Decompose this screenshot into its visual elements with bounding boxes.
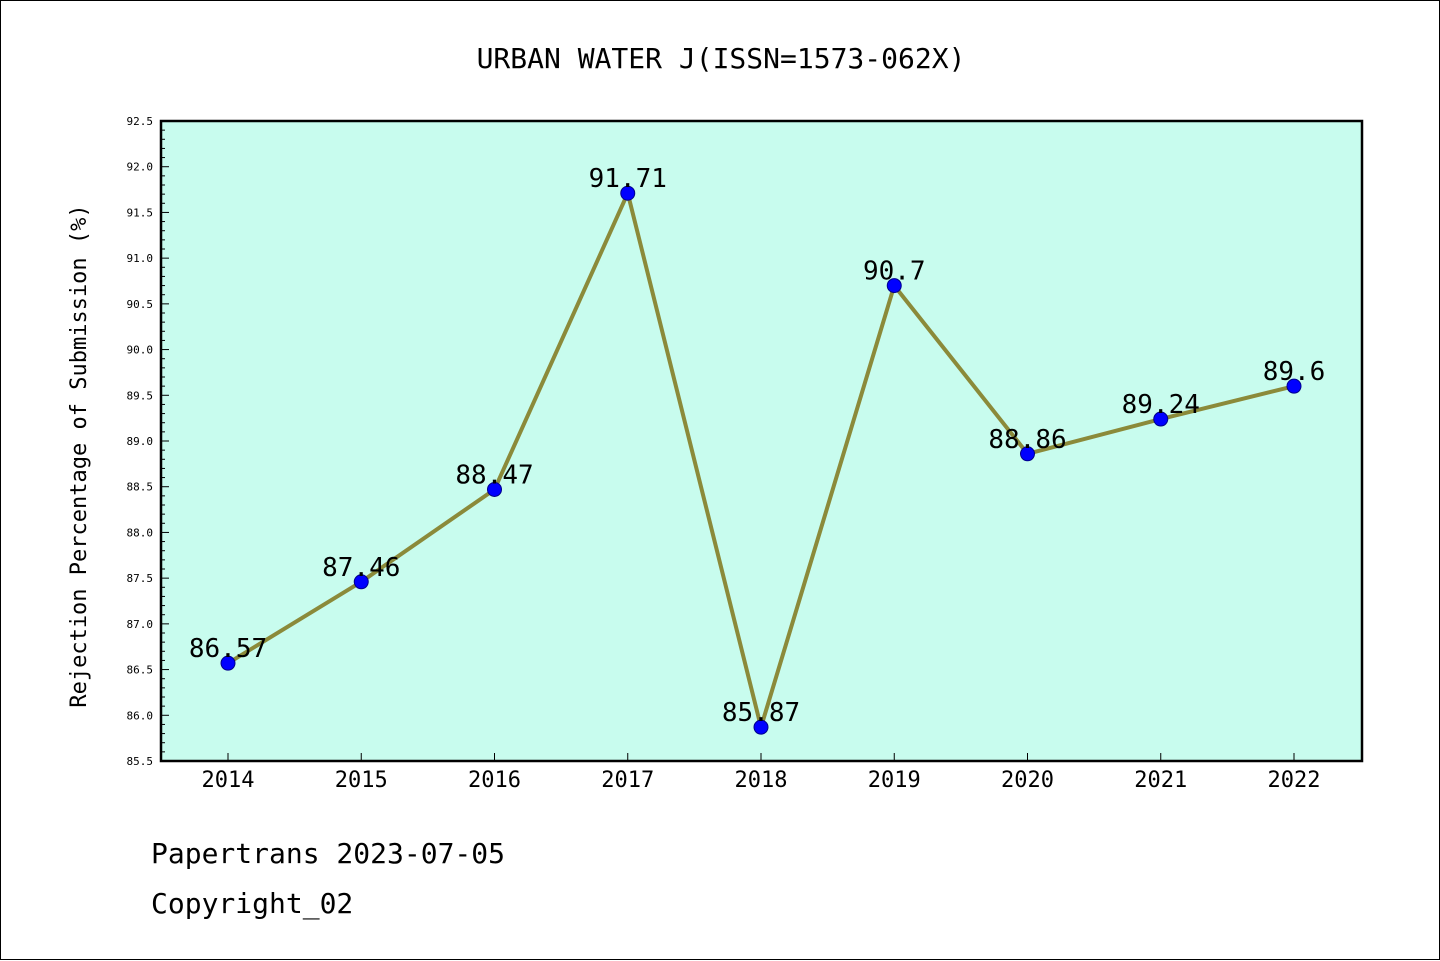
data-point (353, 574, 369, 590)
y-tick-label: 90.5 (127, 298, 154, 311)
data-label: 89.6 (1263, 357, 1326, 387)
data-label: 88.86 (988, 425, 1066, 455)
data-label: 85.87 (722, 698, 800, 728)
x-tick-label: 2017 (601, 768, 654, 793)
data-label: 89.24 (1122, 390, 1200, 420)
y-tick-label: 92.5 (127, 115, 154, 128)
data-point (487, 481, 502, 497)
chart-title: URBAN WATER J(ISSN=1573-062X) (477, 42, 966, 75)
data-point (220, 655, 236, 671)
x-tick-label: 2019 (868, 768, 921, 793)
y-tick-label: 88.0 (127, 526, 154, 539)
y-axis-label: Rejection Percentage of Submission (%) (67, 204, 92, 707)
data-labels: 86.57 87.46 88.47 91.71 85.87 90.7 88.86 89.24 8… (189, 164, 1325, 728)
data-point (1286, 378, 1302, 394)
data-label: 86.57 (189, 634, 267, 664)
x-tick-label: 2021 (1134, 768, 1187, 793)
x-tick-label: 2022 (1268, 768, 1321, 793)
y-tick-label: 87.5 (127, 572, 154, 585)
y-tick-label: 89.0 (127, 435, 154, 448)
data-point (620, 185, 636, 201)
footer-date: Papertrans 2023-07-05 (151, 837, 506, 870)
y-axis: 85.5 86.0 86.5 87.0 87.5 88.0 88.5 89.0 89.5 90.0… (127, 115, 169, 768)
data-label: 91.71 (589, 164, 667, 194)
plot-area (159, 119, 1364, 763)
data-label: 87.46 (322, 553, 400, 583)
y-tick-label: 91.0 (127, 252, 154, 265)
x-tick-label: 2020 (1001, 768, 1054, 793)
y-tick-label: 88.5 (127, 481, 154, 494)
y-tick-label: 85.5 (127, 755, 154, 768)
y-tick-label: 86.0 (127, 709, 154, 722)
y-tick-label: 91.5 (127, 206, 154, 219)
x-tick-label: 2015 (335, 768, 388, 793)
y-tick-label: 92.0 (127, 161, 154, 174)
data-point (886, 278, 902, 294)
data-label: 90.7 (863, 257, 926, 287)
x-tick-label: 2016 (468, 768, 521, 793)
x-axis: 2014 2015 2016 2017 2018 2019 2020 2021 2022 (202, 753, 1321, 793)
data-point (1153, 411, 1169, 427)
y-tick-label: 87.0 (127, 618, 154, 631)
data-label: 88.47 (455, 460, 533, 490)
data-point (753, 719, 769, 735)
y-tick-label: 89.5 (127, 389, 154, 402)
footer-copyright: Copyright_02 (151, 887, 354, 920)
y-tick-label: 90.0 (127, 344, 154, 357)
series-markers (220, 185, 1302, 735)
data-point (1020, 446, 1035, 462)
x-tick-label: 2014 (202, 768, 255, 793)
x-tick-label: 2018 (735, 768, 788, 793)
y-tick-label: 86.5 (127, 664, 154, 677)
